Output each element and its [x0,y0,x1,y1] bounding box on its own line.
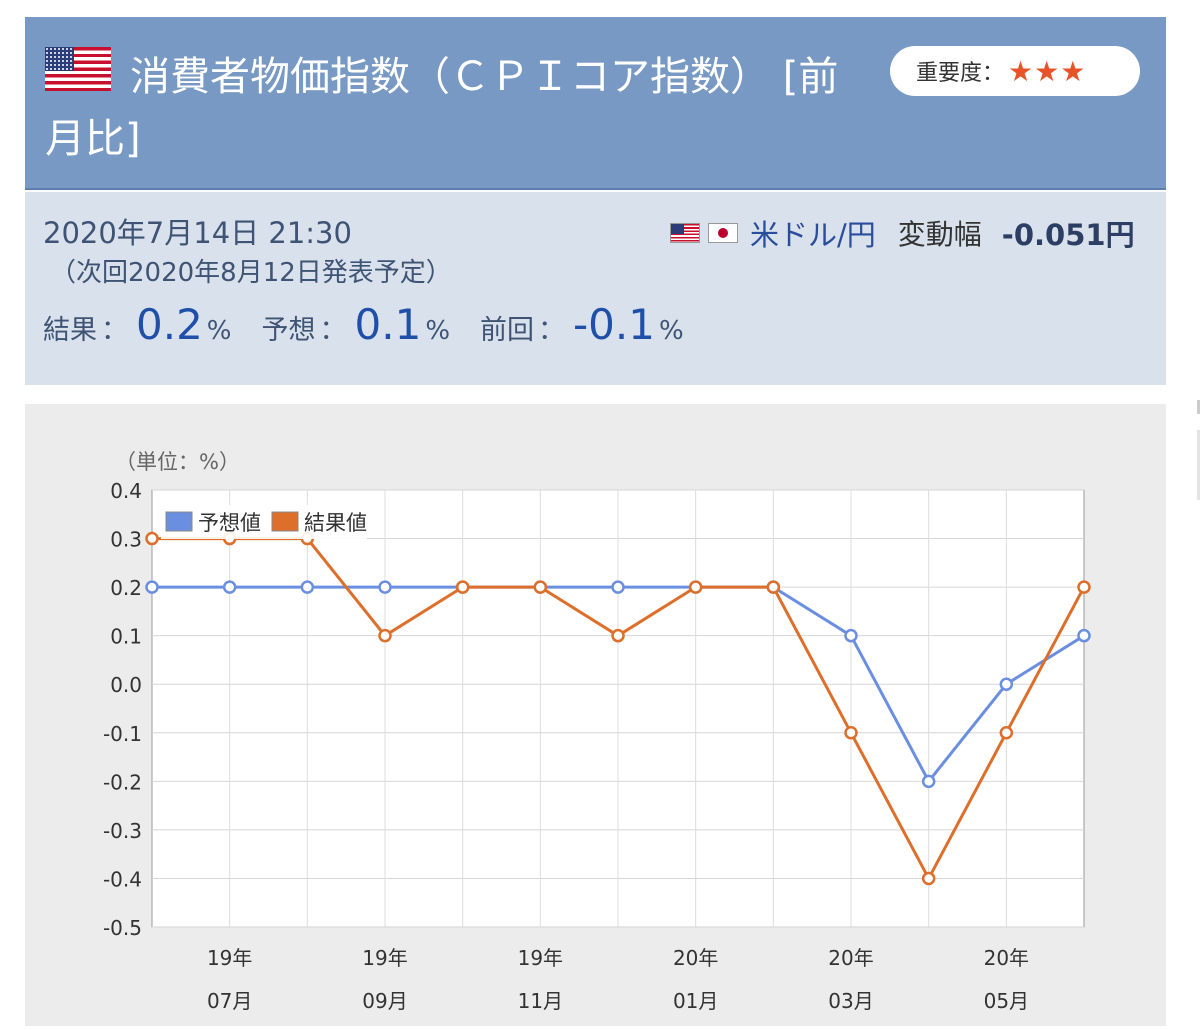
scroll-edge-mark [1197,430,1200,500]
forecast-colon: ： [319,315,347,346]
x-tick-month: 11月 [518,989,563,1013]
result-unit: % [206,316,232,346]
currency-pair-link[interactable]: 米ドル/円 [750,218,876,252]
y-tick-label: 0.1 [110,625,142,649]
forecast-point [921,774,936,789]
result-label: 結果 [43,315,97,346]
legend-label-forecast: 予想値 [198,511,261,535]
result-point [921,871,936,886]
result-point [688,580,703,594]
result-point [455,580,470,594]
currency-pair-info: 米ドル/円 変動幅 -0.051円 [670,212,1135,254]
indicator-header [25,17,1166,190]
chart-panel: 0.4 0.3 0.2 0.1 0.0 -0.1 -0.2 -0.3 -0.4 -0.5 19年 07… [25,404,1166,1026]
forecast-point [999,677,1014,691]
x-tick-month: 01月 [673,989,718,1013]
next-release: （次回2020年8月12日発表予定） [50,258,452,288]
unit-label: （単位：%） [115,450,240,474]
scroll-edge-mark [1197,400,1200,414]
forecast-unit: % [425,316,451,346]
x-tick-year: 19年 [518,946,563,970]
x-tick-month: 05月 [984,989,1029,1013]
forecast-point [378,580,392,594]
indicator-title: 消費者物価指数（ＣＰＩコア指数） [前月比] [45,54,839,162]
x-tick-year: 19年 [362,946,407,970]
y-tick-label: -0.4 [103,867,142,891]
change-label: 変動幅 [897,218,982,251]
result-value: 0.2 [136,300,203,349]
result-colon: ： [101,315,128,346]
result-point [145,531,159,546]
jp-flag-icon [708,223,738,243]
us-flag-icon [670,223,700,243]
star-icon: ★★★ [1008,54,1087,88]
result-point [611,628,625,643]
forecast-point [611,580,625,594]
x-tick-year: 20年 [828,946,873,970]
result-point [766,580,781,594]
release-datetime: 2020年7月14日 21:30 [43,216,352,250]
result-point [533,580,548,594]
x-tick-month: 03月 [828,989,873,1013]
forecast-label: 予想 [261,315,316,346]
previous-colon: ： [538,315,566,346]
y-tick-label: -0.1 [103,722,142,746]
forecast-point [222,580,237,594]
forecast-point [844,628,858,643]
importance-label: 重要度： [916,61,1005,86]
release-info-panel [25,192,1166,385]
result-point [1077,580,1091,594]
forecast-point [145,580,159,594]
x-tick-month: 09月 [362,989,407,1013]
y-tick-label: 0.2 [110,576,142,600]
y-tick-label: 0.4 [110,479,142,503]
forecast-point [300,580,315,594]
legend-swatch-forecast [165,511,193,532]
y-tick-label: 0.3 [110,528,142,552]
y-tick-label: 0.0 [110,673,142,697]
previous-label: 前回 [480,315,535,346]
change-value: -0.051円 [1001,218,1135,252]
legend-label-result: 結果値 [304,511,367,535]
x-tick-year: 20年 [673,946,718,970]
y-tick-label: -0.5 [103,916,142,940]
result-point [844,726,858,740]
y-tick-label: -0.2 [103,770,142,794]
us-flag-icon [45,47,111,91]
previous-value: -0.1 [573,300,655,349]
y-tick-label: -0.3 [103,819,142,843]
forecast-value: 0.1 [354,300,422,349]
importance-badge: 重要度： ★★★ [890,46,1140,96]
result-point [999,726,1014,740]
x-tick-year: 19年 [207,946,252,970]
release-stats: 結果 ： 0.2 % 予想 ： 0.1 % 前回 ： -0.1 % [43,300,714,349]
previous-unit: % [658,316,684,346]
forecast-point [1077,628,1091,643]
result-point [378,628,392,643]
legend-swatch-result [271,511,299,532]
cpi-line-chart: 0.4 0.3 0.2 0.1 0.0 -0.1 -0.2 -0.3 -0.4 -0.5 19年 07… [103,450,1091,1013]
legend-box [161,505,367,539]
x-tick-year: 20年 [984,946,1029,970]
x-tick-month: 07月 [207,989,252,1013]
